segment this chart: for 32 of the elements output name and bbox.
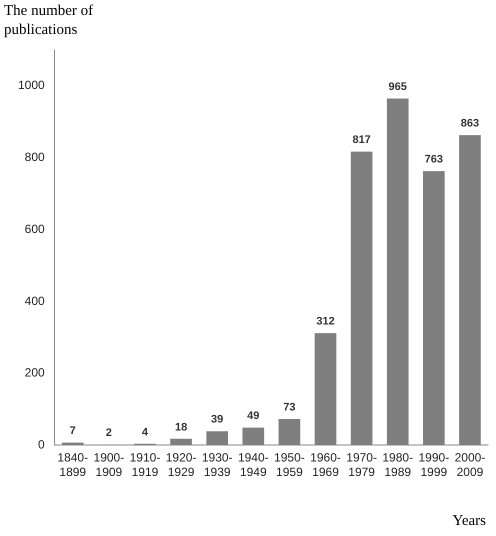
y-tick-label: 1000: [18, 78, 46, 92]
y-tick-label: 200: [24, 366, 46, 380]
x-tick-label: 2000-2009: [454, 450, 486, 480]
x-tick-label: 1990-1999: [418, 450, 450, 480]
x-tick-label: 1920-1929: [166, 450, 196, 480]
x-tick-label: 1970-1979: [346, 450, 377, 480]
y-tick-label: 400: [24, 294, 46, 308]
data-label: 763: [424, 154, 444, 166]
x-tick-label: 1950-1959: [274, 450, 305, 480]
y-tick-label: 800: [24, 150, 46, 164]
data-label: 863: [460, 118, 480, 130]
data-label: 7: [70, 425, 76, 438]
data-label: 73: [283, 402, 296, 414]
y-tick-label: 0: [38, 438, 46, 452]
data-label: 817: [352, 134, 371, 146]
x-tick-label: 1940-1949: [238, 450, 269, 480]
data-label: 39: [211, 414, 224, 426]
x-tick-label: 1900-1909: [94, 450, 124, 480]
x-tick-label: 1930-1939: [202, 450, 233, 480]
data-label: 965: [388, 81, 407, 94]
y-axis-title: The number of publications: [4, 2, 94, 40]
data-label: 49: [247, 410, 260, 422]
data-label: 18: [174, 421, 188, 434]
x-tick-label: 1980-1989: [382, 450, 414, 480]
data-label: 312: [316, 316, 335, 328]
x-tick-label: 1840-1899: [57, 450, 88, 480]
x-axis-title: Years: [452, 513, 486, 530]
x-tick-label: 1960-1969: [310, 450, 341, 480]
data-label: 4: [142, 426, 149, 438]
data-label: 2: [106, 427, 112, 440]
x-tick-label: 1910-1919: [130, 450, 160, 480]
y-tick-label: 600: [24, 222, 46, 236]
